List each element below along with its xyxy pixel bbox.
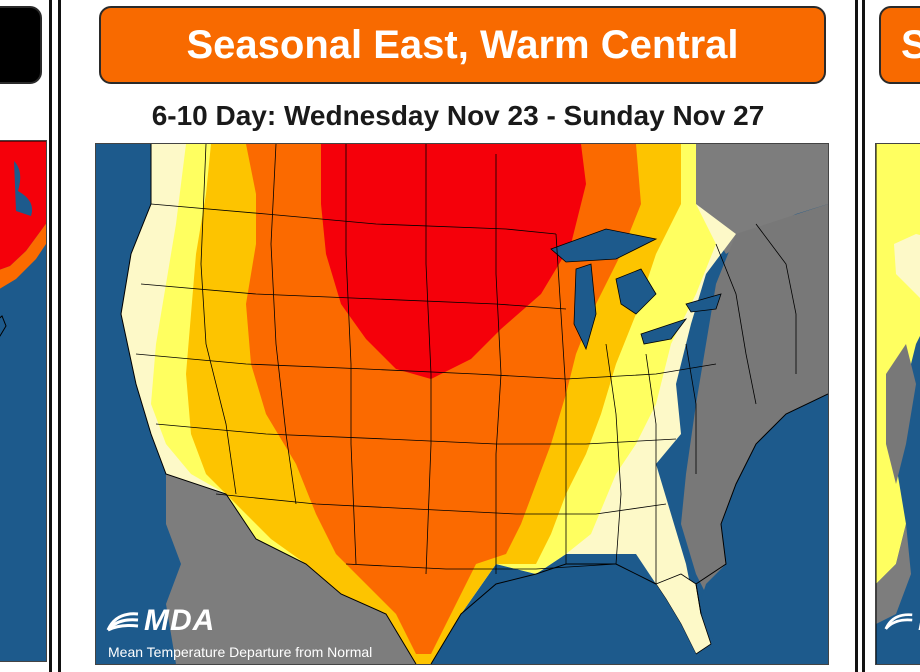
right-panel: S M bbox=[862, 0, 920, 672]
left-panel-header bbox=[0, 6, 42, 84]
lake-ontario bbox=[685, 293, 722, 313]
mda-swoosh-icon bbox=[106, 612, 139, 632]
east-coastline bbox=[695, 393, 828, 615]
right-panel-header-text: S bbox=[901, 23, 920, 68]
left-panel-map bbox=[0, 140, 47, 662]
west-coastline bbox=[120, 144, 417, 664]
mda-logo-text: MDA bbox=[144, 604, 216, 637]
main-panel-title: Seasonal East, Warm Central bbox=[186, 22, 739, 67]
left-panel bbox=[0, 0, 52, 672]
right-panel-header: S bbox=[879, 6, 920, 84]
temperature-departure-map: MDA Mean Temperature Departure from Norm… bbox=[95, 143, 829, 665]
right-mda-swoosh-icon bbox=[884, 613, 913, 630]
zone-much-above bbox=[321, 144, 586, 379]
right-mda-logo-text: M bbox=[918, 604, 920, 638]
right-mda-logo: M bbox=[884, 604, 920, 638]
right-panel-map: M bbox=[875, 143, 920, 665]
mda-logo: MDA bbox=[106, 604, 215, 638]
us-map-svg bbox=[96, 144, 828, 664]
main-panel-header: Seasonal East, Warm Central bbox=[99, 6, 826, 84]
lake-michigan bbox=[573, 263, 597, 351]
lake-erie bbox=[640, 318, 688, 345]
main-panel: Seasonal East, Warm Central 6-10 Day: We… bbox=[58, 0, 858, 672]
mexico-land bbox=[166, 474, 416, 664]
atlantic-ocean bbox=[696, 394, 828, 664]
lake-superior bbox=[550, 228, 658, 263]
map-caption: Mean Temperature Departure from Normal bbox=[108, 644, 373, 660]
state-boundaries bbox=[135, 144, 797, 584]
forecast-period-subtitle: 6-10 Day: Wednesday Nov 23 - Sunday Nov … bbox=[151, 100, 765, 131]
lake-huron bbox=[615, 268, 657, 315]
gulf-of-mexico bbox=[431, 564, 696, 664]
gulf-coastline bbox=[430, 563, 657, 664]
canada-land bbox=[696, 144, 828, 254]
